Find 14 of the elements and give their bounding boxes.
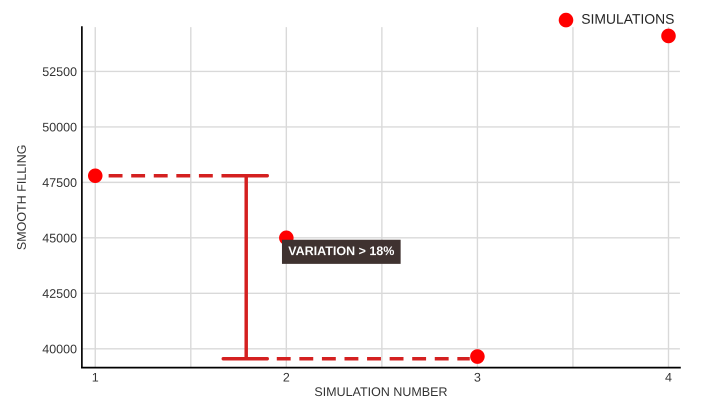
annotation: VARIATION > 18% [288, 246, 394, 256]
x-axis-title: SIMULATION NUMBER [314, 387, 447, 396]
y-tick-label: 52500 [42, 67, 77, 76]
y-tick-label: 50000 [42, 122, 77, 132]
y-tick-label: 45000 [42, 234, 77, 242]
y-tick-label: 42500 [42, 289, 77, 298]
y-axis-title: SMOOTH FILLING [17, 146, 26, 250]
y-tick-label: 47500 [42, 178, 77, 188]
x-tick-label: 3 [474, 372, 480, 382]
y-tick-label: 40000 [42, 344, 77, 354]
legend-label: SIMULATIONS [582, 14, 674, 24]
x-tick-label: 1 [92, 372, 98, 382]
x-tick-label: 4 [665, 372, 672, 382]
x-tick-label: 2 [283, 372, 290, 382]
